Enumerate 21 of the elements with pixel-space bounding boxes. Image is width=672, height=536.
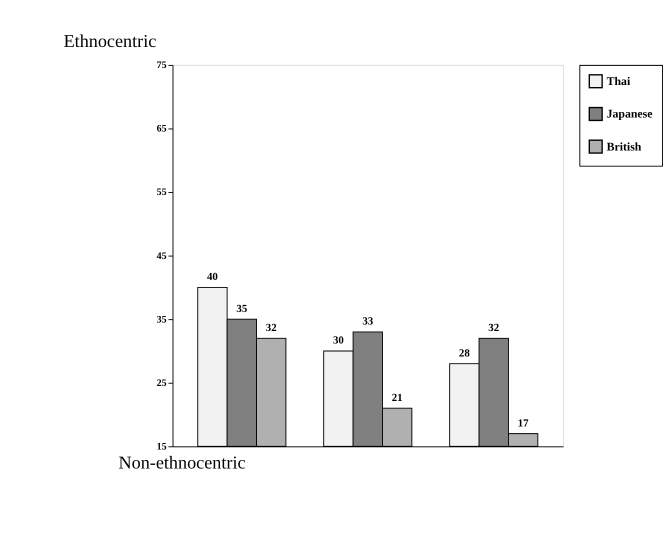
y-tick-label: 15 <box>156 442 167 453</box>
data-label: 35 <box>236 302 248 315</box>
data-label: 32 <box>488 322 500 334</box>
y-tick-label: 55 <box>156 187 167 198</box>
data-label: 33 <box>362 316 374 328</box>
data-label: 28 <box>458 347 470 360</box>
y-tick-label: 75 <box>156 60 167 72</box>
y-tick-label: 35 <box>156 314 167 326</box>
x-axis-title: Non-ethnocentric <box>118 452 246 473</box>
legend-label: Thai <box>606 74 631 88</box>
y-tick-label: 25 <box>156 378 167 389</box>
data-label: 30 <box>332 334 344 347</box>
chart-title: Ethnocentric <box>64 30 156 51</box>
data-label: 21 <box>392 392 403 404</box>
y-tick-label: 45 <box>156 250 167 262</box>
legend-label: Japanese <box>606 106 653 121</box>
data-label: 32 <box>266 322 277 334</box>
legend-label: British <box>606 139 642 154</box>
data-label: 17 <box>518 417 530 430</box>
data-label: 40 <box>206 271 218 284</box>
y-tick-label: 65 <box>156 124 167 135</box>
